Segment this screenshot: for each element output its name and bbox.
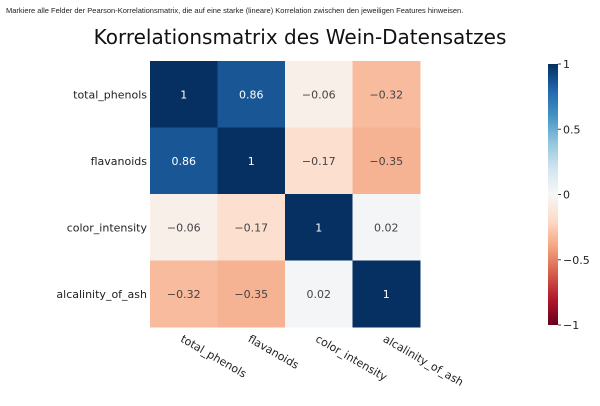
instruction-text: Markiere alle Felder der Pearson-Korrela… <box>6 6 464 15</box>
colorbar: 1 0.5 0 −0.5 −1 <box>548 58 590 332</box>
colorbar-tick-label: −1 <box>563 319 579 332</box>
heatmap-cell[interactable] <box>285 61 353 128</box>
cell-value-label: 1 <box>248 155 255 168</box>
cell-value-label: −0.17 <box>302 155 336 168</box>
heatmap-cell[interactable] <box>285 194 353 261</box>
heatmap-cell[interactable] <box>150 127 218 195</box>
heatmap-cell[interactable] <box>352 194 421 261</box>
heatmap-cell[interactable] <box>150 61 218 128</box>
cell-value-label: −0.35 <box>234 288 268 301</box>
heatmap-cell[interactable] <box>217 61 286 128</box>
cell-value-label: −0.06 <box>167 221 201 234</box>
cell-value-label: 1 <box>315 221 322 234</box>
y-tick-label: color_intensity <box>67 221 148 234</box>
cell-value-label: 0.86 <box>239 88 264 101</box>
x-tick-label: total_phenols <box>178 332 249 380</box>
cell-value-label: −0.35 <box>369 155 403 168</box>
cell-value-label: 1 <box>383 288 390 301</box>
colorbar-tick-label: −0.5 <box>563 254 590 267</box>
cell-value-label: 0.86 <box>172 155 197 168</box>
cell-value-label: −0.32 <box>369 88 403 101</box>
cell-value-label: −0.32 <box>167 288 201 301</box>
cell-value-label: 0.02 <box>307 288 332 301</box>
heatmap-cell[interactable] <box>352 127 421 195</box>
heatmap-cell[interactable] <box>217 127 286 195</box>
chart-title: Korrelationsmatrix des Wein-Datensatzes <box>94 25 507 49</box>
heatmap-cell[interactable] <box>352 61 421 128</box>
cell-value-label: −0.06 <box>302 88 336 101</box>
heatmap-cell[interactable] <box>285 260 353 328</box>
heatmap-cell[interactable] <box>150 260 218 328</box>
y-axis-tick-labels: total_phenols flavanoids color_intensityal… <box>56 88 147 301</box>
colorbar-gradient <box>548 64 558 325</box>
colorbar-tick-label: 1 <box>563 58 570 71</box>
heatmap-cells <box>150 61 421 328</box>
heatmap-cell[interactable] <box>150 194 218 261</box>
heatmap-cell[interactable] <box>217 260 286 328</box>
heatmap-cell[interactable] <box>352 260 421 328</box>
x-tick-label: color_intensity <box>313 332 389 384</box>
y-tick-label: flavanoids <box>91 155 148 168</box>
y-tick-label: total_phenols <box>73 88 147 101</box>
cell-value-label: 0.02 <box>374 221 399 234</box>
colorbar-tick-label: 0.5 <box>563 123 581 136</box>
cell-value-label: 1 <box>180 88 187 101</box>
y-tick-label: alcalinity_of_ash <box>56 288 147 301</box>
heatmap-cell[interactable] <box>217 194 286 261</box>
colorbar-tick-label: 0 <box>563 189 570 202</box>
cell-value-label: −0.17 <box>234 221 268 234</box>
x-tick-label: flavanoids <box>246 332 302 372</box>
heatmap-cell-labels: 1 0.86 −0.06 −0.32 0.86 1 −0.17 −0.35 −0.06 −0.17… <box>167 88 403 301</box>
heatmap-cell[interactable] <box>285 127 353 195</box>
x-tick-label: alcalinity_of_ash <box>381 332 466 389</box>
